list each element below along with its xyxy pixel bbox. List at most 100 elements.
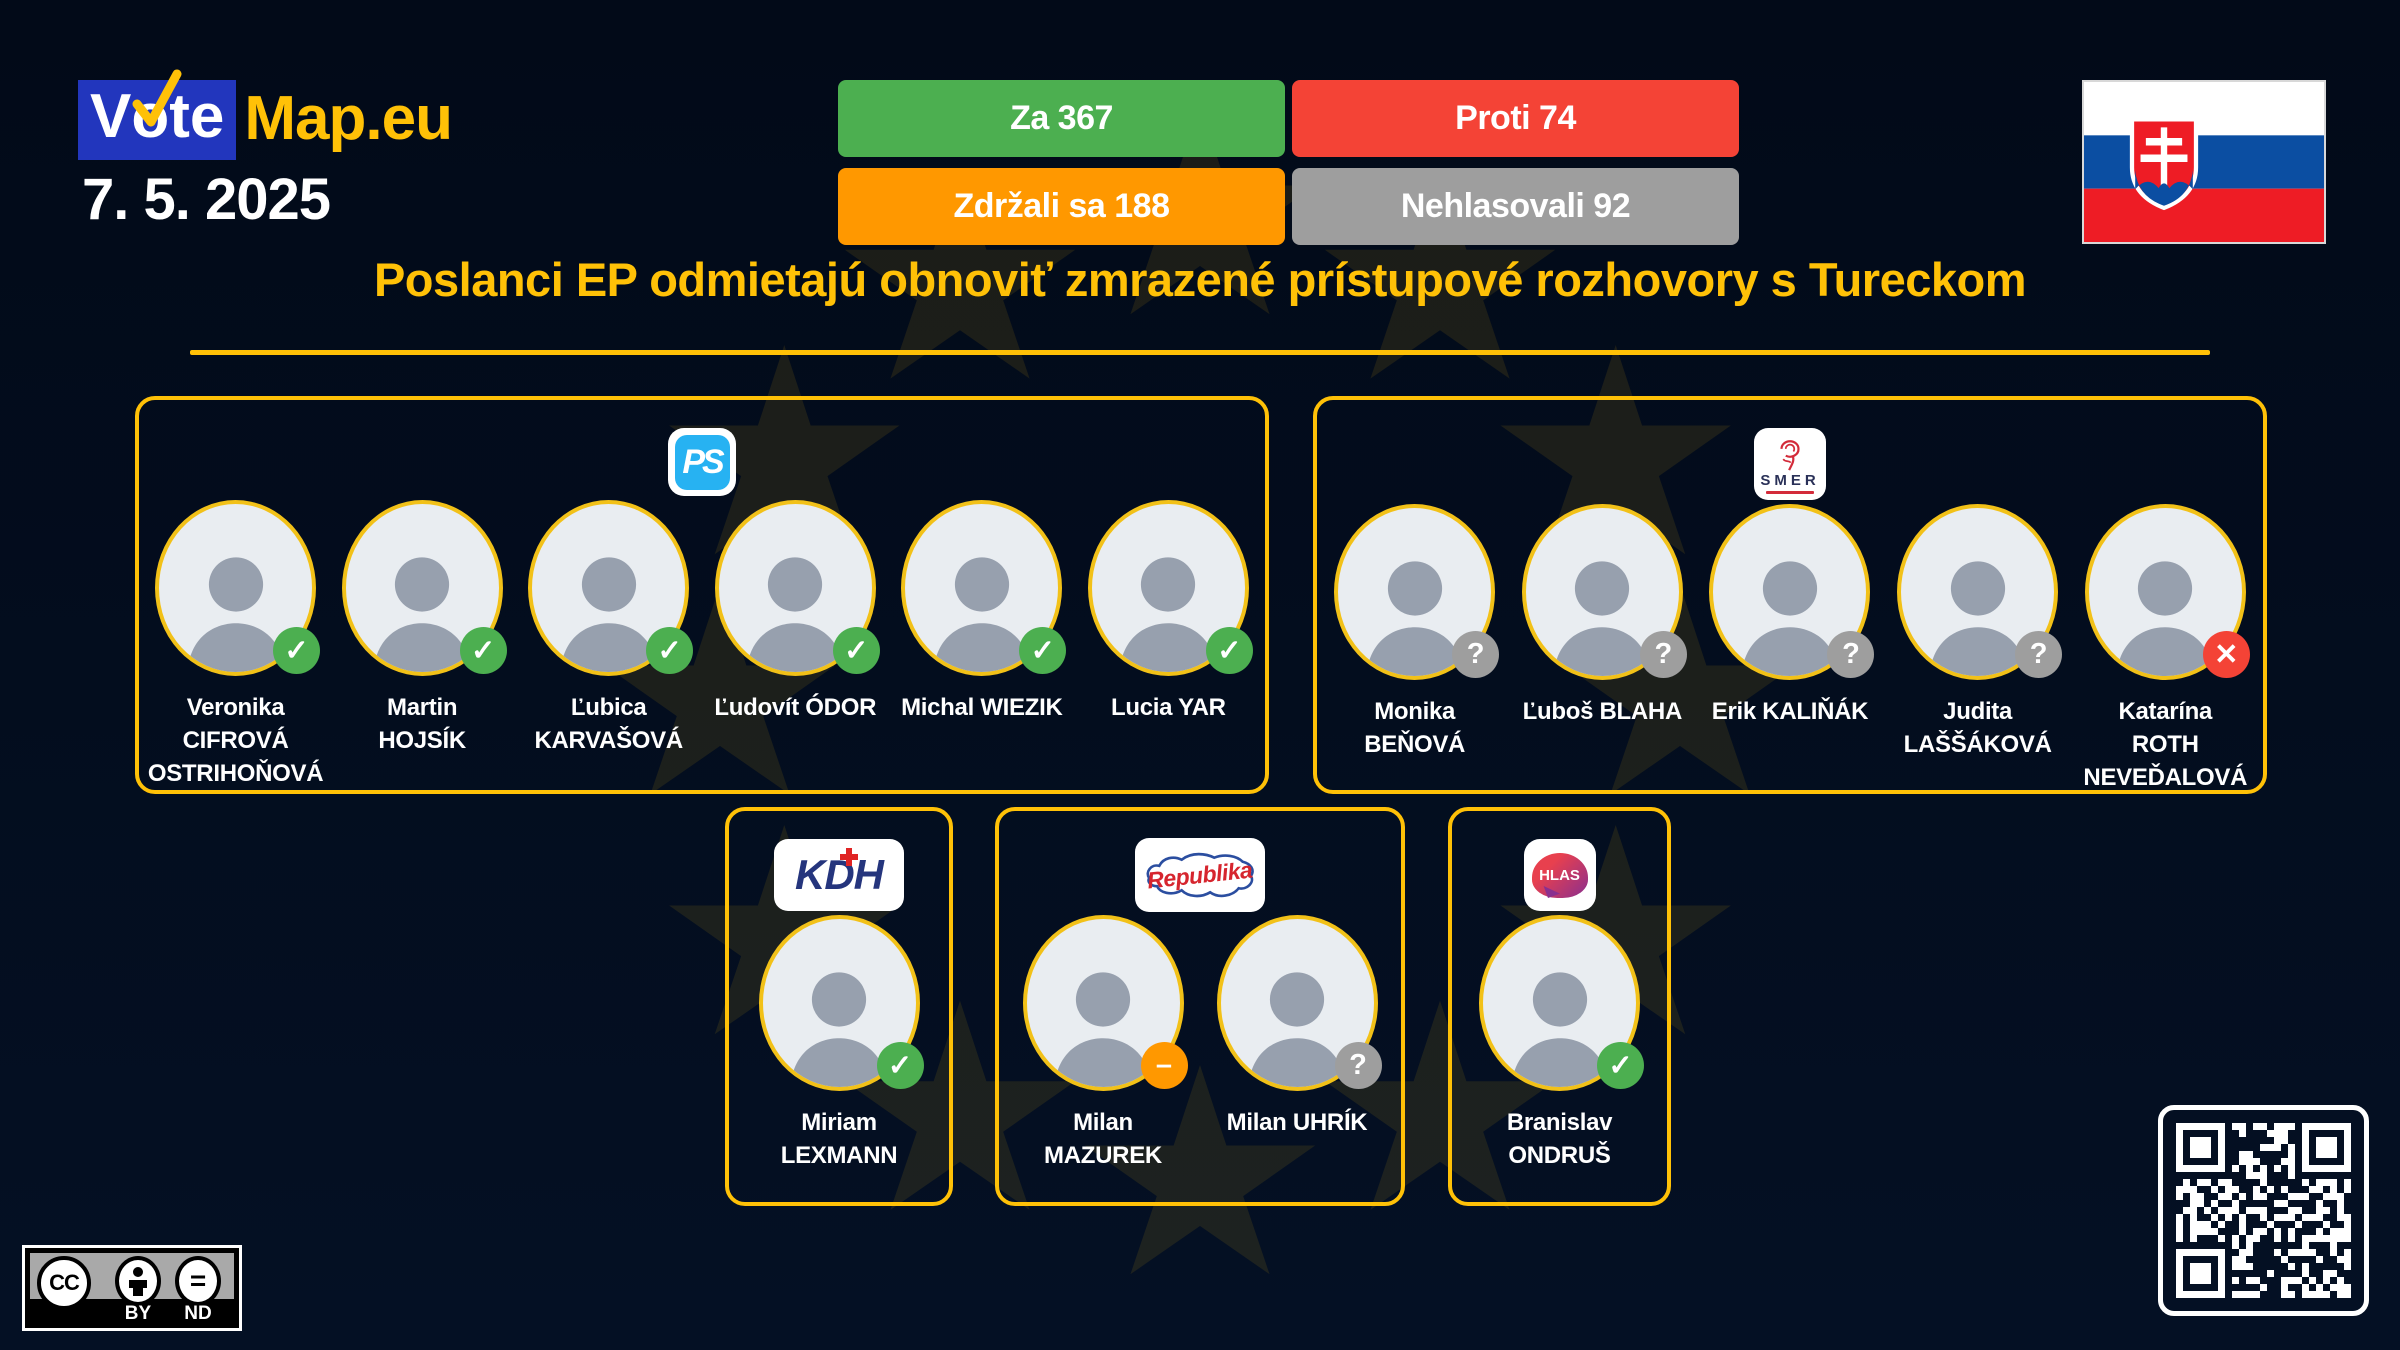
person-silhouette-icon — [1553, 561, 1651, 676]
member-card: ✓ Branislav ONDRUŠ — [1470, 915, 1650, 1172]
person-silhouette-icon — [187, 557, 285, 672]
cc-nd-label: ND — [184, 1303, 212, 1324]
member-name: Erik KALIŇÁK — [1711, 698, 1869, 725]
vote-status-icon: ✓ — [1597, 1042, 1644, 1089]
member-portrait — [901, 500, 1063, 676]
member-photo: ✓ — [155, 500, 321, 676]
title-divider — [190, 350, 2210, 355]
ps-members: ✓ Veronika CIFROVÁ OSTRIHOŇOVÁ ✓ Martin HOJ… — [139, 500, 1265, 790]
vote-status-icon: ✕ — [2202, 631, 2250, 678]
vote-status-icon: ✓ — [1019, 627, 1067, 674]
member-name: Monika BEŇOVÁ — [1364, 698, 1466, 759]
vote-status-icon: ? — [2015, 631, 2063, 678]
brand-letter: V — [90, 82, 132, 151]
vote-status-icon: ? — [1452, 631, 1500, 678]
vote-status-icon: ✓ — [459, 627, 507, 674]
person-silhouette-icon — [1741, 561, 1839, 676]
member-photo: ? — [1709, 504, 1875, 680]
member-portrait — [714, 500, 876, 676]
person-silhouette-icon — [373, 557, 471, 672]
qr-code — [2158, 1105, 2369, 1316]
member-photo: ✓ — [901, 500, 1067, 676]
member-card: ✓ Lucia YAR — [1078, 500, 1258, 724]
member-name: Ľuboš BLAHA — [1522, 698, 1683, 725]
hlas-bubble-icon: HLAS — [1531, 852, 1588, 898]
member-photo: ✓ — [341, 500, 507, 676]
smer-members: ? Monika BEŇOVÁ ? Ľuboš BLAHA ? — [1317, 504, 2263, 794]
page-title: Poslanci EP odmietajú obnoviť zmrazené p… — [373, 253, 2027, 306]
vote-status-icon: ? — [1827, 631, 1875, 678]
brand-letter: o — [131, 82, 170, 151]
votes-abstained-chip[interactable]: Zdržali sa 188 — [838, 168, 1285, 245]
cc-by-label: BY — [124, 1303, 152, 1324]
member-photo: – — [1022, 915, 1188, 1091]
vote-status-icon: ✓ — [876, 1042, 924, 1089]
party-box-ps: PS ✓ Veronika CIFROVÁ OSTRIHOŇOVÁ ✓ — [135, 396, 1269, 794]
member-portrait — [1216, 915, 1378, 1091]
member-photo: ✓ — [758, 915, 924, 1091]
person-silhouette-icon — [1119, 557, 1217, 672]
vote-status-icon: ? — [1639, 631, 1687, 678]
brand-letter: te — [169, 82, 225, 151]
votes-against-chip[interactable]: Proti 74 — [1292, 80, 1739, 157]
member-name: Miriam LEXMANN — [780, 1109, 898, 1170]
votes-for-chip[interactable]: Za 367 — [838, 80, 1285, 157]
vote-status-icon: – — [1140, 1042, 1188, 1089]
ps-logo: PS — [668, 428, 736, 496]
member-photo: ? — [1521, 504, 1687, 680]
republika-logo: Republika — [1135, 838, 1265, 912]
republika-members: – Milan MAZUREK ? Milan UHRÍK — [999, 915, 1401, 1172]
kdh-logo: KDH — [774, 839, 904, 911]
ps-logo-label: PS — [674, 434, 730, 490]
smer-logo: SMER — [1754, 428, 1826, 500]
member-name: Milan UHRÍK — [1226, 1109, 1368, 1136]
member-card: ? Erik KALIŇÁK — [1700, 504, 1880, 728]
slovakia-map-icon — [1146, 852, 1254, 898]
votes-novote-chip[interactable]: Nehlasovali 92 — [1292, 168, 1739, 245]
hlas-members: ✓ Branislav ONDRUŠ — [1452, 915, 1667, 1172]
kdh-members: ✓ Miriam LEXMANN — [729, 915, 949, 1172]
person-silhouette-icon — [1366, 561, 1464, 676]
member-card: ✕ Katarína ROTH NEVEĎALOVÁ — [2075, 504, 2255, 794]
person-silhouette-icon — [2116, 561, 2214, 676]
kdh-logo-label: KDH — [795, 851, 884, 898]
person-silhouette-icon — [1929, 561, 2027, 676]
vote-status-icon: ✓ — [832, 627, 880, 674]
hlas-logo: HLAS — [1523, 839, 1596, 911]
vote-status-icon: ✓ — [1205, 627, 1253, 674]
member-card: ✓ Martin HOJSÍK — [332, 500, 512, 757]
member-name: Ľubica KARVAŠOVÁ — [534, 694, 683, 755]
party-box-kdh: KDH ✓ Miriam LEXMANN — [725, 807, 953, 1206]
member-photo: ? — [1216, 915, 1382, 1091]
kdh-cross-icon — [840, 848, 858, 866]
member-name: Michal WIEZIK — [901, 694, 1063, 721]
person-silhouette-icon — [1248, 972, 1346, 1087]
vote-status-icon: ? — [1334, 1042, 1382, 1089]
member-card: ✓ Michal WIEZIK — [892, 500, 1072, 724]
member-name: Milan MAZUREK — [1044, 1109, 1162, 1170]
smer-logo-label: SMER — [1760, 471, 1820, 489]
person-silhouette-icon — [790, 972, 888, 1087]
person-silhouette-icon — [1510, 972, 1609, 1087]
person-silhouette-icon — [1054, 972, 1152, 1087]
smer-logo-subtitle — [1766, 490, 1814, 494]
member-card: – Milan MAZUREK — [1013, 915, 1193, 1172]
member-name: Katarína ROTH NEVEĎALOVÁ — [2083, 698, 2248, 792]
hlas-logo-label: HLAS — [1539, 866, 1580, 884]
vote-date: 7. 5. 2025 — [82, 167, 331, 232]
member-card: ✓ Veronika CIFROVÁ OSTRIHOŇOVÁ — [146, 500, 326, 790]
party-box-smer: SMER ? Monika BEŇOVÁ ? — [1313, 396, 2267, 794]
member-card: ? Ľuboš BLAHA — [1512, 504, 1692, 728]
member-card: ? Milan UHRÍK — [1207, 915, 1387, 1139]
member-name: Veronika CIFROVÁ OSTRIHOŇOVÁ — [147, 694, 324, 788]
no-derivatives-icon: = — [175, 1256, 221, 1306]
member-name: Lucia YAR — [1111, 694, 1226, 721]
member-photo: ✓ — [1479, 915, 1644, 1091]
smer-rose-icon — [1780, 439, 1800, 471]
member-name: Branislav ONDRUŠ — [1506, 1109, 1613, 1170]
member-photo: ✓ — [1087, 500, 1253, 676]
slovakia-flag-icon — [2082, 80, 2326, 244]
